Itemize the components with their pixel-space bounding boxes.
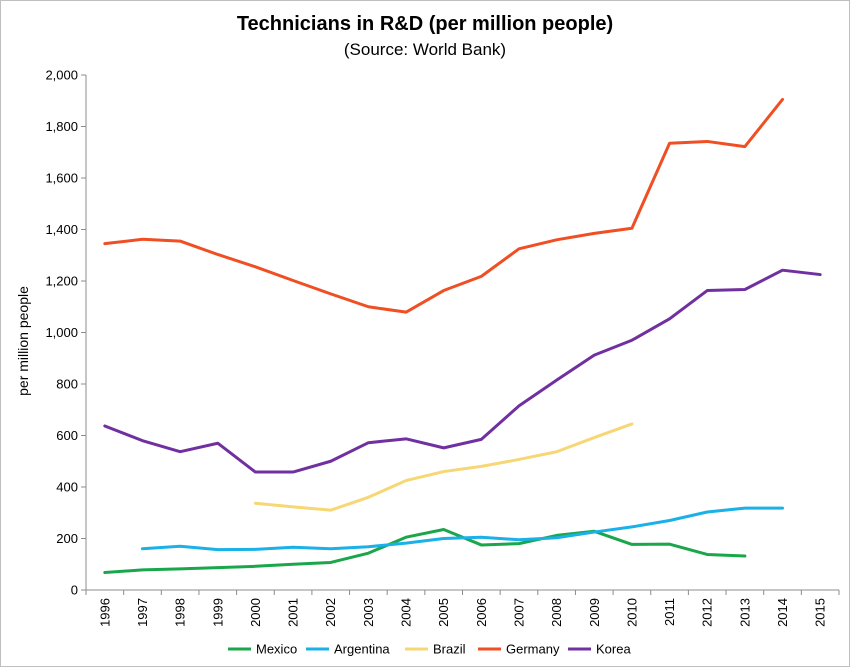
x-tick-label: 2009 — [587, 598, 602, 627]
x-tick-label: 2000 — [248, 598, 263, 627]
y-tick-label: 1,400 — [45, 222, 78, 237]
y-tick-label: 1,200 — [45, 274, 78, 289]
series-line-argentina — [140, 506, 785, 552]
x-tick-label: 2008 — [549, 598, 564, 627]
x-tick-label: 2005 — [436, 598, 451, 627]
y-tick-label: 600 — [56, 428, 78, 443]
chart-title: Technicians in R&D (per million people) — [237, 13, 613, 35]
y-tick-label: 1,600 — [45, 171, 78, 186]
x-tick-label: 2004 — [399, 598, 414, 627]
legend-label-argentina: Argentina — [334, 642, 390, 657]
y-tick-label: 2,000 — [45, 68, 78, 83]
x-tick-label: 1999 — [210, 598, 225, 627]
x-tick-label: 1998 — [173, 598, 188, 627]
series-line-germany — [103, 97, 785, 314]
legend: Mexico Argentina Brazil Germany Korea — [228, 642, 631, 657]
legend-label-germany: Germany — [506, 642, 560, 657]
x-tick-label: 2013 — [737, 598, 752, 627]
x-tick-label: 1997 — [135, 598, 150, 627]
y-tick-label: 0 — [71, 583, 78, 598]
x-tick-label: 2007 — [511, 598, 526, 627]
x-tick-label: 2010 — [624, 598, 639, 627]
x-tick-label: 2002 — [323, 598, 338, 627]
x-tick-label: 2014 — [775, 598, 790, 627]
legend-label-korea: Korea — [596, 642, 631, 657]
x-tick-label: 2011 — [662, 598, 677, 626]
axes: 0 200 400 600 800 1,000 1,200 1,400 1,600 1,800 2,… — [45, 68, 840, 627]
chart-subtitle: (Source: World Bank) — [344, 40, 506, 59]
x-tick-label: 2006 — [474, 598, 489, 627]
series-line-brazil — [253, 422, 634, 512]
series-line-korea — [103, 268, 822, 474]
legend-label-brazil: Brazil — [433, 642, 466, 657]
y-tick-label: 1,800 — [45, 119, 78, 134]
y-tick-label: 400 — [56, 480, 78, 495]
x-tick-label: 2015 — [813, 598, 828, 627]
y-tick-label: 1,000 — [45, 325, 78, 340]
x-tick-label: 2012 — [700, 598, 715, 627]
x-tick-label: 2001 — [286, 598, 301, 627]
x-tick-label: 2003 — [361, 598, 376, 627]
y-axis-label: per million people — [15, 286, 31, 396]
x-tick-label: 1996 — [97, 598, 112, 627]
y-tick-label: 200 — [56, 531, 78, 546]
legend-label-mexico: Mexico — [256, 642, 297, 657]
y-tick-label: 800 — [56, 377, 78, 392]
series-line-mexico — [103, 527, 747, 574]
series-layer — [103, 97, 822, 574]
